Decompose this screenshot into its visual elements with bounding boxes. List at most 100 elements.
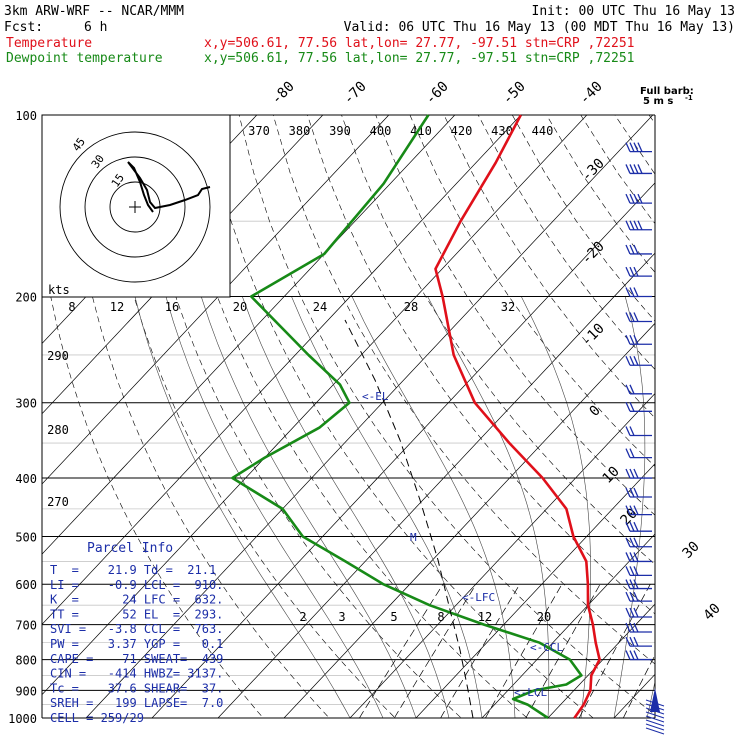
wind-barb — [625, 650, 652, 661]
theta-label: 440 — [532, 124, 554, 138]
theta-label-low: 270 — [47, 495, 69, 509]
hodograph-trace — [127, 161, 211, 213]
moist-adiabat — [351, 296, 516, 718]
moist-adiabat — [427, 296, 550, 718]
barb-key-line1: Full barb: — [640, 86, 694, 97]
moist-adiabat — [521, 296, 591, 718]
dry-adiabat — [443, 115, 655, 419]
isotherm-line — [680, 115, 740, 718]
wind-barb — [625, 521, 652, 532]
theta-label: 420 — [451, 124, 473, 138]
lfc-marker: <-LFC — [462, 591, 495, 604]
mixing-ratio-label: 2 — [299, 610, 306, 624]
dewpoint-legend-info: x,y=506.61, 77.56 lat,lon= 27.77, -97.51… — [204, 51, 634, 66]
wind-barb — [625, 402, 652, 412]
theta-label-low: 290 — [47, 349, 69, 363]
parcel-info-row: PW = 3.37 YGP = 0.1 — [50, 637, 223, 651]
parcel-info-row: K = 24 LFC = 632. — [50, 593, 223, 607]
wind-barb — [625, 591, 652, 602]
isotherm-label: 30 — [680, 539, 703, 562]
parcel-info-row: T = 21.9 Td = 21.1 — [50, 563, 216, 577]
dry-adiabat — [648, 115, 655, 124]
mixing-ratio-label: 16 — [165, 300, 179, 314]
wind-barb — [625, 426, 652, 437]
dry-adiabat — [375, 115, 655, 516]
wind-barb — [625, 468, 652, 479]
pressure-tick-label: 800 — [15, 654, 37, 668]
init-time: Init: 00 UTC Thu 16 May 13 — [532, 4, 736, 19]
dry-adiabat — [67, 115, 330, 718]
wind-barb — [625, 622, 652, 633]
pressure-tick-label: 1000 — [8, 712, 37, 726]
mixing-ratio-label: 3 — [338, 610, 345, 624]
parcel-info-row: SREH = 199 LAPSE= 7.0 — [50, 696, 223, 710]
theta-label-low: 280 — [47, 423, 69, 437]
dry-adiabat — [341, 115, 655, 565]
parcel-info-row: Tc = 37.6 SHEAR= 37. — [50, 681, 223, 695]
mixing-ratio-line — [440, 584, 521, 718]
dry-adiabat — [580, 115, 655, 225]
mixing-ratio-label: 8 — [68, 300, 75, 314]
mixing-ratio-label: 5 — [390, 610, 397, 624]
dry-adiabat — [136, 115, 462, 718]
parcel-info-title: Parcel Info — [87, 541, 173, 556]
diagram-grid — [42, 115, 740, 719]
mixing-ratio-label: 24 — [313, 300, 327, 314]
lcl-marker: <-LCL — [514, 686, 547, 699]
wind-barb — [625, 505, 652, 516]
wind-barb — [625, 448, 652, 459]
dry-adiabat — [102, 115, 396, 718]
isotherm-line — [481, 533, 655, 718]
theta-label: 400 — [370, 124, 392, 138]
isotherm-line — [283, 322, 655, 718]
moist-adiabat — [242, 296, 450, 718]
el-marker: <-EL — [362, 390, 389, 403]
wind-barb — [625, 636, 652, 647]
isotherm-line — [217, 252, 655, 718]
wind-barb — [625, 164, 652, 175]
theta-label: 390 — [329, 124, 351, 138]
dry-adiabat — [238, 115, 655, 716]
parcel-info-row: CIN = -414 HWBZ= 3137. — [50, 667, 223, 681]
m-marker: M — [410, 531, 417, 544]
hodograph-unit-label: kts — [48, 283, 70, 297]
moist-adiabat — [291, 296, 483, 718]
parcel-info-row: TT = 52 EL = 293. — [50, 607, 223, 621]
wind-barb — [625, 552, 652, 563]
mixing-ratio-label: 32 — [501, 300, 515, 314]
dry-adiabat — [409, 115, 655, 467]
wind-barbs — [625, 142, 665, 735]
theta-label: 370 — [248, 124, 270, 138]
isotherm-line — [42, 115, 456, 555]
temperature-legend-info: x,y=506.61, 77.56 lat,lon= 27.77, -97.51… — [204, 36, 634, 51]
parcel-info-row: CELL = 259/29 — [50, 711, 144, 725]
dewpoint-profile — [231, 114, 583, 720]
isotherm-label: -80 — [269, 79, 298, 108]
parcel-info-row: CAPE = 71 SWEAT= 439 — [50, 652, 223, 666]
moist-adiabat — [680, 297, 740, 719]
mixing-ratio-label: 20 — [233, 300, 247, 314]
pressure-tick-label: 400 — [15, 472, 37, 486]
hodograph-ring-label: 45 — [70, 135, 88, 153]
wind-barb — [625, 266, 652, 277]
isotherm-line — [151, 182, 655, 718]
surface-barbs — [645, 688, 665, 735]
isotherm-label: -60 — [423, 79, 452, 108]
dry-adiabat — [170, 115, 528, 718]
parcel-info-row: SVI = -3.8 CCL = 763. — [50, 622, 223, 636]
pressure-tick-label: 700 — [15, 619, 37, 633]
hodograph-ring — [84, 156, 186, 258]
mixing-ratio-line — [359, 584, 444, 718]
parcel-info-panel: Parcel Info T = 21.9 Td = 21.1LI = -0.9 … — [50, 541, 223, 725]
mixing-ratio-label: 28 — [404, 300, 418, 314]
moist-adiabat — [646, 680, 655, 718]
wind-barb — [625, 384, 652, 395]
wind-barb — [625, 566, 652, 576]
isotherm-label: -70 — [341, 79, 370, 108]
wind-barb — [625, 312, 652, 323]
wind-barb — [625, 287, 652, 298]
hodograph-ring-label: 30 — [89, 152, 107, 170]
isotherm-label: 40 — [701, 601, 724, 624]
pressure-tick-label: 100 — [15, 109, 37, 123]
profiles — [231, 114, 601, 720]
